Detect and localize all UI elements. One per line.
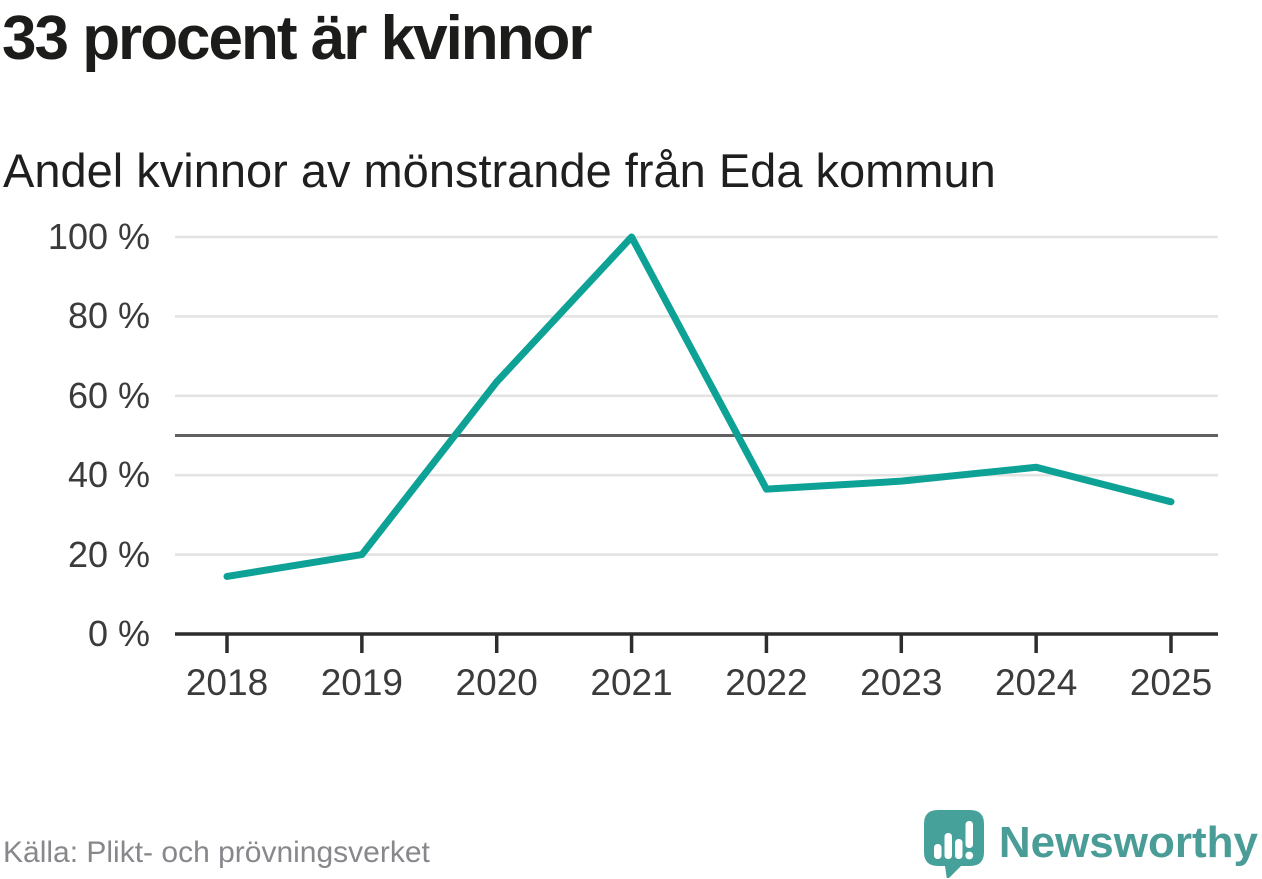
x-tick-label: 2018 bbox=[185, 662, 269, 703]
x-tick-label: 2024 bbox=[994, 662, 1078, 703]
y-tick-label: 20 % bbox=[67, 533, 150, 575]
page-title: 33 procent är kvinnor bbox=[2, 4, 593, 73]
y-tick-label: 0 % bbox=[87, 613, 150, 654]
x-tick-label: 2020 bbox=[455, 662, 538, 703]
x-tick-label: 2023 bbox=[860, 662, 943, 703]
y-tick-label: 80 % bbox=[67, 295, 150, 337]
y-tick-label: 100 % bbox=[47, 216, 150, 257]
x-tick-label: 2022 bbox=[725, 662, 808, 703]
y-tick-label: 60 % bbox=[67, 374, 150, 416]
x-tick-label: 2025 bbox=[1129, 662, 1213, 703]
brand-wordmark: Newsworthy bbox=[998, 818, 1258, 867]
brand-logo: Newsworthy bbox=[921, 808, 1258, 878]
y-tick-label: 40 % bbox=[67, 454, 150, 496]
x-tick-label: 2021 bbox=[590, 662, 673, 703]
x-tick-label: 2019 bbox=[320, 662, 403, 703]
newsworthy-icon bbox=[923, 810, 984, 878]
chart-subtitle: Andel kvinnor av mönstrande från Eda kom… bbox=[3, 144, 996, 197]
trend-line bbox=[223, 233, 1175, 580]
source-attribution: Källa: Plikt- och prövningsverket bbox=[3, 836, 430, 869]
